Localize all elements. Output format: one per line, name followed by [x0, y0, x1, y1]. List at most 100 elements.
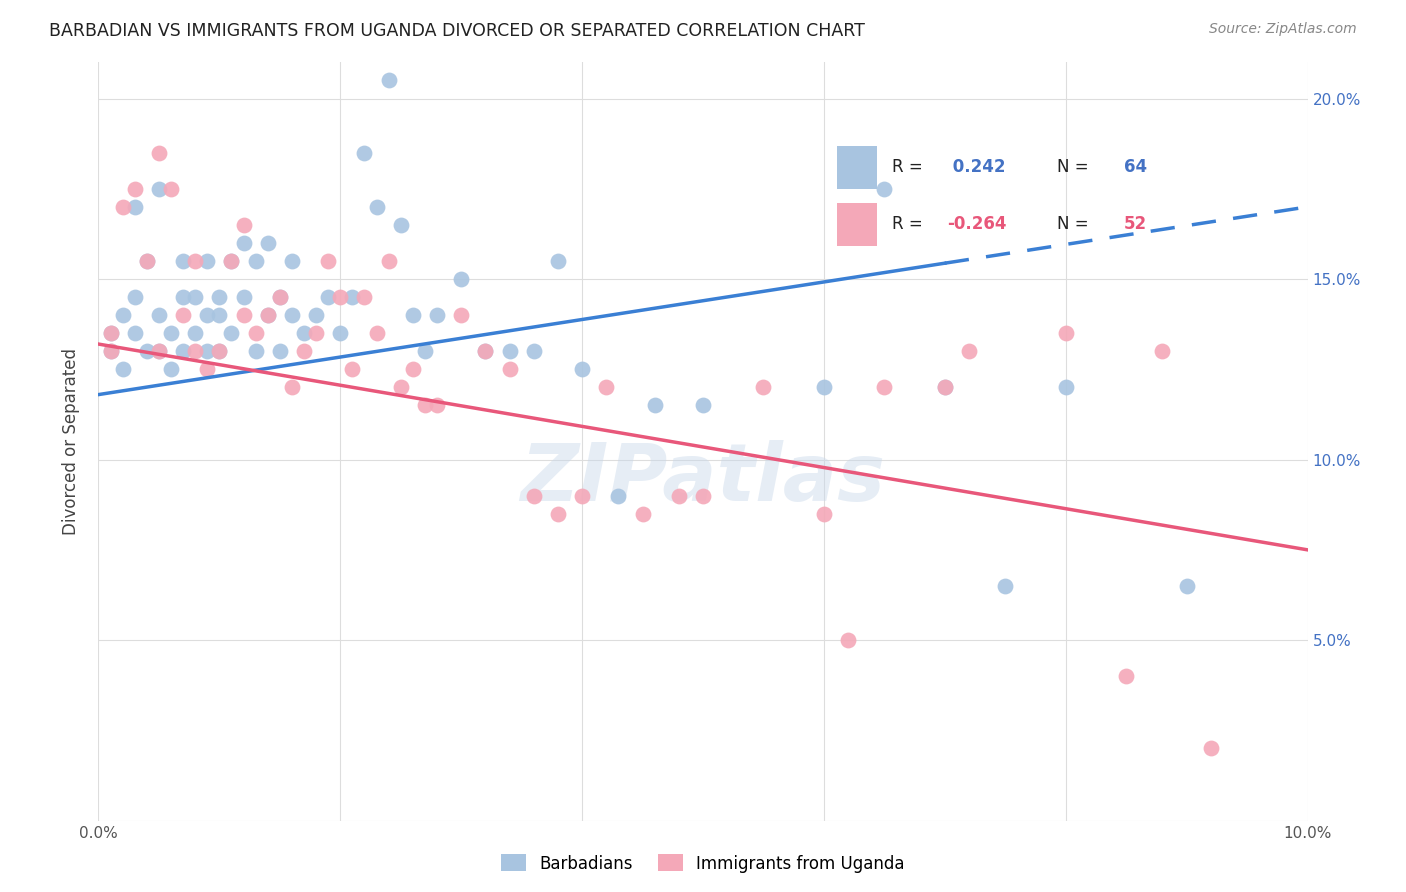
Legend: Barbadians, Immigrants from Uganda: Barbadians, Immigrants from Uganda: [495, 847, 911, 880]
Point: [100, 344, 122, 359]
Point: [124, 290, 146, 304]
Point: [607, 489, 630, 503]
Point: [1115, 669, 1137, 683]
Point: [124, 326, 146, 341]
Point: [474, 344, 496, 359]
Point: [148, 344, 170, 359]
Text: BARBADIAN VS IMMIGRANTS FROM UGANDA DIVORCED OR SEPARATED CORRELATION CHART: BARBADIAN VS IMMIGRANTS FROM UGANDA DIVO…: [49, 22, 865, 40]
Point: [342, 362, 364, 376]
Point: [934, 380, 956, 394]
Point: [353, 145, 375, 160]
Point: [148, 308, 170, 322]
Point: [377, 73, 399, 87]
Point: [389, 218, 412, 232]
Point: [111, 308, 134, 322]
Point: [329, 326, 352, 341]
Point: [148, 182, 170, 196]
Point: [292, 344, 315, 359]
Point: [957, 344, 980, 359]
Point: [571, 489, 593, 503]
Point: [934, 380, 956, 394]
Text: Source: ZipAtlas.com: Source: ZipAtlas.com: [1209, 22, 1357, 37]
Text: N =: N =: [1057, 158, 1094, 176]
Point: [1054, 380, 1077, 394]
Point: [195, 308, 218, 322]
Point: [450, 272, 472, 286]
Point: [160, 362, 183, 376]
Point: [353, 290, 375, 304]
Point: [305, 326, 328, 341]
Point: [135, 344, 157, 359]
Bar: [838, 145, 876, 189]
Point: [111, 362, 134, 376]
Point: [184, 254, 207, 268]
Text: 64: 64: [1123, 158, 1147, 176]
Point: [366, 200, 388, 214]
Text: N =: N =: [1057, 215, 1094, 233]
Point: [195, 362, 218, 376]
Point: [269, 344, 291, 359]
Point: [184, 290, 207, 304]
Y-axis label: Divorced or Separated: Divorced or Separated: [62, 348, 80, 535]
Point: [692, 489, 714, 503]
Point: [547, 507, 569, 521]
Text: -0.264: -0.264: [948, 215, 1007, 233]
Point: [281, 380, 304, 394]
Point: [873, 380, 896, 394]
Point: [595, 380, 617, 394]
Point: [172, 254, 194, 268]
Point: [402, 362, 425, 376]
Point: [329, 290, 352, 304]
Point: [413, 399, 436, 413]
Point: [316, 290, 339, 304]
Text: R =: R =: [893, 215, 928, 233]
Point: [1175, 579, 1198, 593]
Point: [111, 200, 134, 214]
Point: [160, 182, 183, 196]
Point: [281, 254, 304, 268]
Point: [232, 218, 254, 232]
Point: [837, 633, 859, 648]
Point: [245, 254, 267, 268]
Point: [208, 308, 231, 322]
Text: R =: R =: [893, 158, 928, 176]
Point: [1054, 326, 1077, 341]
Point: [402, 308, 425, 322]
Point: [269, 290, 291, 304]
Point: [148, 145, 170, 160]
Point: [135, 254, 157, 268]
Point: [184, 344, 207, 359]
Point: [316, 254, 339, 268]
Point: [668, 489, 690, 503]
Point: [160, 326, 183, 341]
Point: [366, 326, 388, 341]
Point: [221, 254, 243, 268]
Point: [426, 399, 449, 413]
Point: [195, 254, 218, 268]
Point: [571, 362, 593, 376]
Point: [172, 308, 194, 322]
Point: [873, 182, 896, 196]
Point: [474, 344, 496, 359]
Point: [148, 344, 170, 359]
Point: [813, 380, 835, 394]
Point: [994, 579, 1017, 593]
Point: [305, 308, 328, 322]
Point: [208, 344, 231, 359]
Point: [813, 507, 835, 521]
Point: [232, 290, 254, 304]
Point: [124, 200, 146, 214]
Point: [292, 326, 315, 341]
Point: [208, 290, 231, 304]
Point: [208, 344, 231, 359]
Point: [450, 308, 472, 322]
Point: [752, 380, 775, 394]
Point: [281, 308, 304, 322]
Point: [1199, 741, 1222, 756]
Point: [172, 344, 194, 359]
Point: [100, 344, 122, 359]
Point: [256, 235, 278, 250]
Point: [523, 489, 546, 503]
Point: [135, 254, 157, 268]
Point: [269, 290, 291, 304]
